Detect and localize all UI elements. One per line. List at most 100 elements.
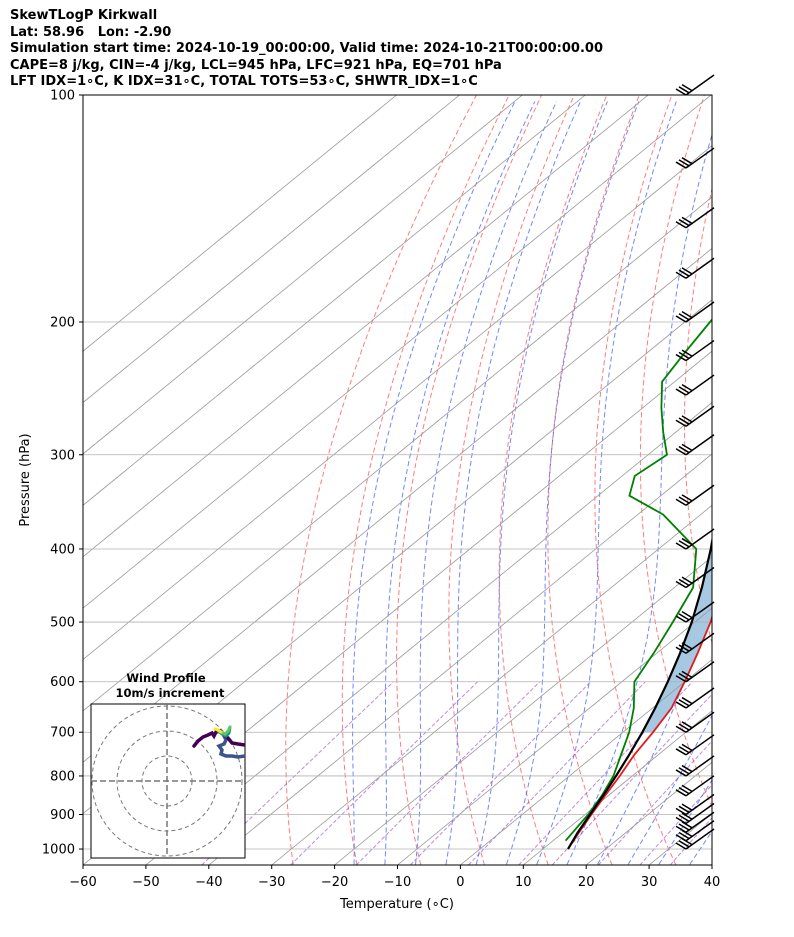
isotherm-gridline <box>523 710 712 865</box>
wind-barb-staff <box>685 434 715 456</box>
dry-adiabat <box>498 95 608 865</box>
y-tick-label: 600 <box>50 675 75 690</box>
dry-adiabat <box>684 186 712 645</box>
dry-adiabat <box>594 95 677 865</box>
wind-profile-inset: Wind Profile 10m/s increment <box>90 671 246 859</box>
wind-barb-staff <box>685 632 715 654</box>
dry-adiabat <box>547 95 640 865</box>
wind-barb-flag <box>681 576 693 584</box>
x-tick-label: −40 <box>195 875 222 890</box>
x-tick-label: −20 <box>321 875 348 890</box>
wind-barb-flag <box>675 542 687 550</box>
chart-title: SkewTLogP Kirkwall Lat: 58.96 Lon: -2.90… <box>10 8 603 91</box>
wind-barb-flag <box>675 725 687 733</box>
wind-barb <box>675 257 715 279</box>
title-line-indices: LFT IDX=1∘C, K IDX=31∘C, TOTAL TOTS=53∘C… <box>10 74 478 90</box>
wind-barb-flag <box>681 803 693 811</box>
mixing-ratio-line <box>410 681 592 865</box>
wind-barb-flag <box>681 764 693 773</box>
wind-barb <box>675 74 715 96</box>
wind-barb-staff <box>685 528 715 550</box>
moist-adiabat <box>415 101 557 865</box>
wind-barb-flag <box>675 353 687 362</box>
mixing-ratio-line <box>669 817 712 865</box>
moist-adiabat <box>506 101 640 865</box>
wind-barb-flag <box>675 615 687 623</box>
wind-barb <box>675 687 715 709</box>
x-axis-label: Temperature (∘C) <box>339 897 454 912</box>
wind-barb-flag <box>681 537 693 546</box>
temperature-profile-line <box>567 614 712 850</box>
x-tick-label: 20 <box>578 875 595 890</box>
mixing-ratio-line <box>598 740 712 865</box>
moist-adiabat <box>689 830 712 865</box>
wind-barb-staff <box>685 566 715 589</box>
wind-barb-flag <box>678 496 690 504</box>
wind-barb-staff <box>685 601 715 623</box>
wind-barb-flag <box>675 315 687 323</box>
wind-barb-flag <box>678 613 690 621</box>
inset-plot <box>91 704 245 858</box>
wind-barb-flag <box>681 610 693 619</box>
wind-barb-flag <box>678 578 690 586</box>
parcel-path-line <box>567 535 712 850</box>
wind-barb <box>675 339 715 362</box>
wind-barb <box>675 802 715 825</box>
inset-title: Wind Profile <box>126 671 206 685</box>
dry-adiabat <box>448 95 575 865</box>
wind-barb-flag <box>675 88 687 96</box>
wind-barb-flag <box>678 218 690 227</box>
wind-barb-staff <box>685 775 715 797</box>
wind-barb-flag <box>675 675 687 683</box>
dry-adiabat <box>769 95 794 865</box>
wind-barb-flag <box>678 159 690 167</box>
wind-barb-staff <box>685 661 715 683</box>
wind-barb-flag <box>678 805 690 813</box>
moist-adiabat <box>721 102 794 865</box>
wind-barb-flag <box>675 701 687 709</box>
wind-barb-flag <box>678 269 690 277</box>
wind-barb-staff <box>685 802 715 825</box>
dry-adiabat <box>396 95 543 865</box>
moist-adiabat <box>445 101 581 865</box>
dry-adiabat <box>341 95 510 865</box>
y-tick-label: 1000 <box>42 843 75 858</box>
wind-barb-staff <box>685 207 715 229</box>
dewpoint-profile-line <box>564 318 712 842</box>
wind-barb-staff <box>685 257 715 279</box>
wind-barb <box>675 734 715 756</box>
wind-barb-flag <box>675 748 687 756</box>
wind-barb-staff <box>685 811 715 833</box>
x-tick-label: −50 <box>132 875 159 890</box>
wind-barb-flag <box>681 494 693 502</box>
dry-adiabat <box>639 95 712 809</box>
wind-barb-staff <box>685 374 715 396</box>
y-tick-label: 800 <box>50 769 75 784</box>
wind-barb-flag <box>681 157 693 165</box>
mixing-ratio-line <box>468 681 646 865</box>
wind-barb <box>675 661 715 683</box>
hodograph-segment-mid-low <box>216 732 245 759</box>
wind-barb-staff <box>685 755 715 777</box>
y-axis-label: Pressure (hPa) <box>18 433 33 526</box>
moist-adiabat <box>627 714 712 865</box>
wind-barb-staff <box>685 793 715 816</box>
x-tick-label: −60 <box>69 875 96 890</box>
wind-barb-staff <box>685 828 715 850</box>
wind-barb-flag <box>675 834 687 842</box>
wind-barb-flag <box>675 842 687 850</box>
wind-barb-flag <box>681 384 693 392</box>
isotherm-gridline <box>83 95 712 609</box>
wind-barb-flag <box>675 807 687 816</box>
wind-barb-flag <box>678 723 690 731</box>
wind-barb-flag <box>675 498 687 506</box>
wind-barb-flag <box>678 831 690 840</box>
wind-barb-flag <box>681 670 693 678</box>
wind-barb-flag <box>681 267 693 275</box>
wind-barb <box>675 374 715 396</box>
x-tick-label: 40 <box>704 875 721 890</box>
wind-barb <box>675 775 715 797</box>
wind-barb-flag <box>678 840 690 848</box>
y-tick-label: 200 <box>50 315 75 330</box>
